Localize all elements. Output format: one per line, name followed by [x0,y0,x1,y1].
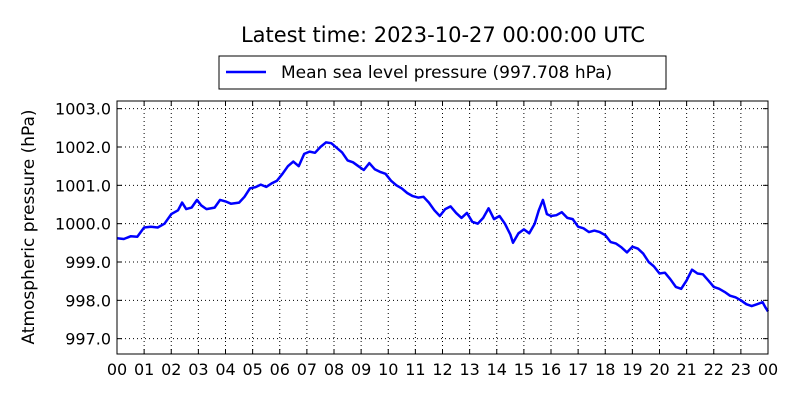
x-tick-label: 03 [188,360,208,379]
chart-title: Latest time: 2023-10-27 00:00:00 UTC [241,23,645,47]
x-tick-label: 00 [107,360,127,379]
x-tick-label: 07 [297,360,317,379]
x-tick-label: 08 [324,360,344,379]
x-tick-label: 10 [378,360,398,379]
x-tick-label: 06 [270,360,290,379]
x-tick-label: 15 [514,360,534,379]
x-tick-label: 05 [242,360,262,379]
x-tick-label: 12 [432,360,452,379]
legend: Mean sea level pressure (997.708 hPa) [218,55,667,90]
x-tick-label: 09 [351,360,371,379]
y-tick-label: 1002.0 [55,138,111,157]
x-tick-label: 11 [405,360,425,379]
x-tick-label: 16 [541,360,561,379]
x-tick-label: 14 [487,360,507,379]
legend-label: Mean sea level pressure (997.708 hPa) [281,63,612,83]
x-tick-label: 18 [595,360,615,379]
y-tick-label: 1000.0 [55,215,111,234]
y-tick-labels: 997.0 998.0 999.0 1000.0 1001.0 1002.0 1003.0 [55,100,111,349]
x-tick-label: 19 [622,360,642,379]
x-tick-label: 17 [568,360,588,379]
x-tick-label: 13 [459,360,479,379]
y-tick-label: 998.0 [65,291,111,310]
x-tick-labels: 00 01 02 03 04 05 06 07 08 09 10 11 12 13 14 15 16 17 18 19… [107,360,778,379]
x-tick-label: 04 [215,360,235,379]
y-tick-label: 1001.0 [55,176,111,195]
x-tick-label: 23 [731,360,751,379]
legend-box [218,55,667,90]
pressure-series-line [116,141,770,313]
x-tick-label: 22 [704,360,724,379]
x-tick-label: 20 [649,360,669,379]
series-layer [116,141,770,313]
x-tick-label: 01 [134,360,154,379]
y-tick-label: 999.0 [65,253,111,272]
y-tick-label: 997.0 [65,330,111,349]
plot-frame [116,100,769,355]
x-tick-label: 00 [758,360,778,379]
x-tick-label: 21 [676,360,696,379]
ticks [116,101,769,354]
y-axis-label: Atmospheric pressure (hPa) [19,109,39,344]
grid [117,101,768,354]
y-tick-label: 1003.0 [55,100,111,119]
x-tick-label: 02 [161,360,181,379]
